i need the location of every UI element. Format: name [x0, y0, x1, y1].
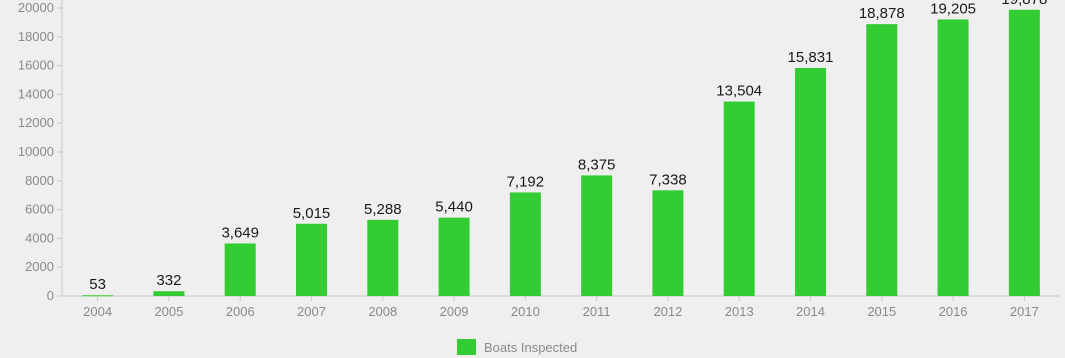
bar[interactable] — [510, 192, 541, 296]
y-tick-label: 8000 — [25, 173, 54, 188]
y-axis: 0 2000 4000 6000 8000 10000 12000 14000 16000 180… — [18, 0, 62, 303]
legend-swatch[interactable] — [457, 339, 476, 355]
y-tick-label: 2000 — [25, 259, 54, 274]
data-label: 8,375 — [578, 156, 616, 173]
y-tick-label: 12000 — [18, 115, 54, 130]
bar[interactable] — [225, 243, 256, 296]
x-tick-label: 2013 — [725, 304, 754, 319]
bar[interactable] — [866, 24, 897, 296]
bar[interactable] — [581, 175, 612, 296]
data-label: 19,878 — [1001, 0, 1047, 8]
bar-series — [82, 10, 1040, 296]
x-tick-label: 2007 — [297, 304, 326, 319]
legend-label[interactable]: Boats Inspected — [484, 340, 577, 355]
y-tick-label: 0 — [47, 288, 54, 303]
x-axis: 2004 2005 2006 2007 2008 2009 2010 2011 2012 2013… — [62, 296, 1060, 319]
bar[interactable] — [153, 291, 184, 296]
data-label: 3,649 — [221, 224, 259, 241]
x-tick-label: 2011 — [583, 304, 611, 319]
y-tick-label: 4000 — [25, 230, 54, 245]
x-tick-label: 2014 — [796, 304, 825, 319]
x-tick-label: 2015 — [867, 304, 896, 319]
bar[interactable] — [82, 295, 113, 296]
data-label: 7,338 — [649, 171, 687, 188]
y-tick-label: 18000 — [18, 29, 54, 44]
y-tick-label: 20000 — [18, 0, 54, 15]
bar[interactable] — [439, 218, 470, 296]
x-tick-label: 2012 — [653, 304, 682, 319]
x-tick-label: 2010 — [511, 304, 540, 319]
bar[interactable] — [938, 19, 969, 296]
data-label: 13,504 — [716, 83, 762, 100]
data-label: 18,878 — [859, 5, 905, 22]
y-tick-label: 14000 — [18, 86, 54, 101]
bar[interactable] — [724, 102, 755, 296]
y-tick-label: 10000 — [18, 144, 54, 159]
data-label: 19,205 — [930, 0, 976, 17]
data-label: 53 — [89, 276, 106, 293]
bar[interactable] — [1009, 10, 1040, 296]
y-tick-label: 6000 — [25, 202, 54, 217]
data-label: 7,192 — [507, 173, 545, 190]
x-tick-label: 2008 — [368, 304, 397, 319]
bar[interactable] — [652, 190, 683, 296]
x-tick-label: 2009 — [440, 304, 469, 319]
x-tick-label: 2017 — [1010, 304, 1039, 319]
data-label: 5,440 — [435, 199, 473, 216]
x-tick-label: 2005 — [154, 304, 183, 319]
data-label: 332 — [156, 272, 181, 289]
data-label: 5,015 — [293, 205, 331, 222]
x-tick-label: 2006 — [226, 304, 255, 319]
bar[interactable] — [367, 220, 398, 296]
bar[interactable] — [795, 68, 826, 296]
x-tick-label: 2016 — [939, 304, 968, 319]
bar[interactable] — [296, 224, 327, 296]
x-tick-label: 2004 — [83, 304, 112, 319]
data-label: 5,288 — [364, 201, 402, 218]
data-label: 15,831 — [788, 49, 834, 66]
legend[interactable]: Boats Inspected — [457, 339, 577, 355]
y-tick-label: 16000 — [18, 58, 54, 73]
